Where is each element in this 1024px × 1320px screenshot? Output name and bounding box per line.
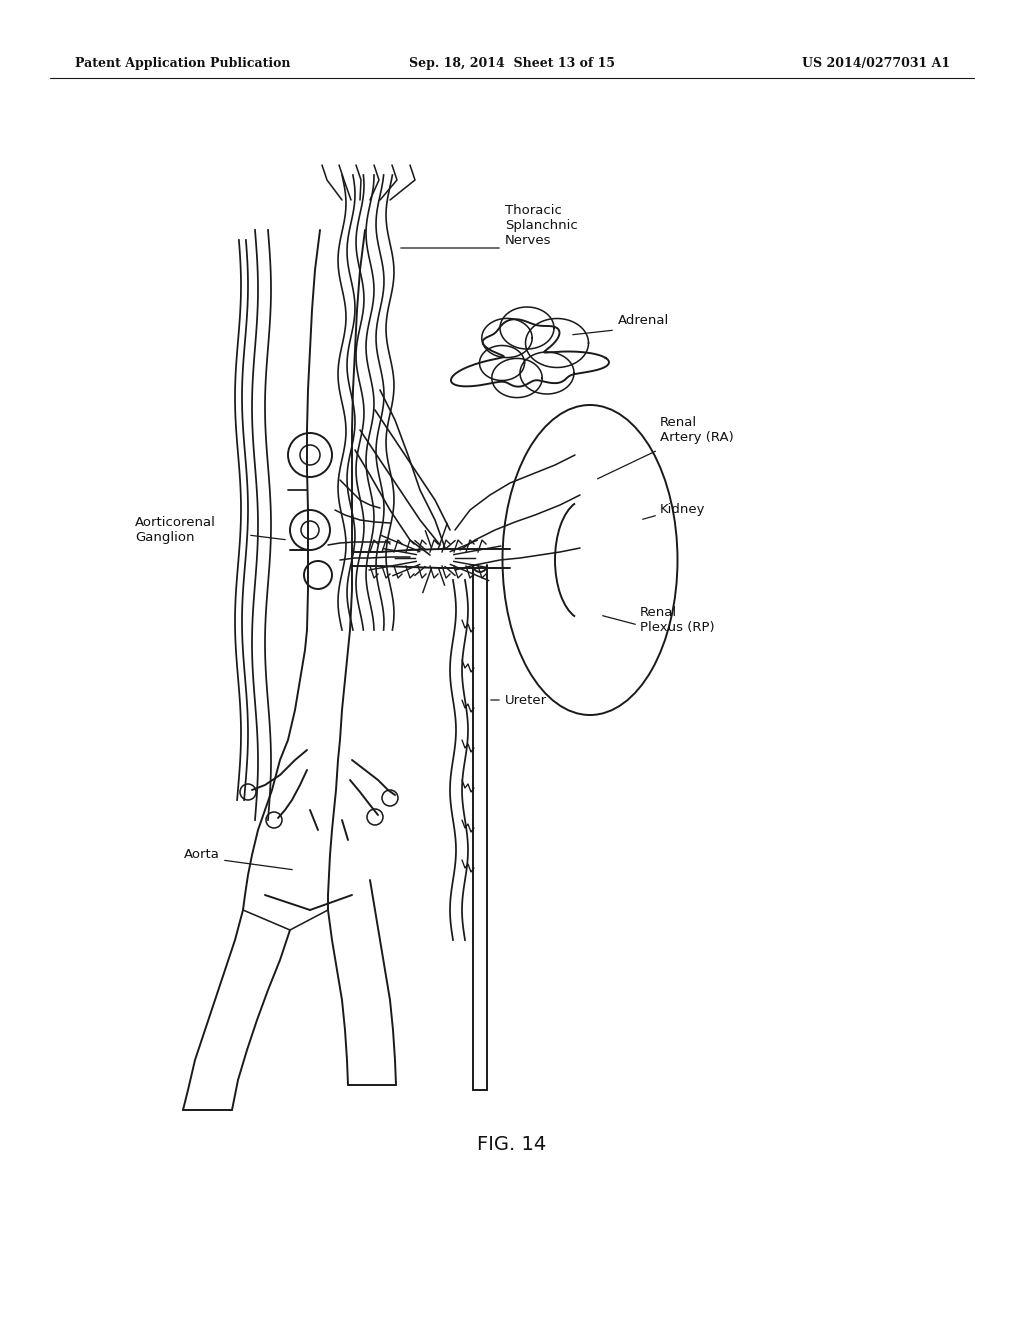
Text: Sep. 18, 2014  Sheet 13 of 15: Sep. 18, 2014 Sheet 13 of 15 [409,57,615,70]
Text: Ureter: Ureter [505,693,547,706]
Text: FIG. 14: FIG. 14 [477,1135,547,1155]
Text: Adrenal: Adrenal [618,314,670,326]
Text: Aorta: Aorta [184,849,220,862]
Text: Aorticorenal
Ganglion: Aorticorenal Ganglion [135,516,216,544]
Text: Kidney: Kidney [660,503,706,516]
Text: Patent Application Publication: Patent Application Publication [75,57,291,70]
Text: US 2014/0277031 A1: US 2014/0277031 A1 [802,57,950,70]
Text: Thoracic
Splanchnic
Nerves: Thoracic Splanchnic Nerves [505,203,578,247]
Text: Renal
Artery (RA): Renal Artery (RA) [660,416,734,444]
Text: Renal
Plexus (RP): Renal Plexus (RP) [640,606,715,634]
